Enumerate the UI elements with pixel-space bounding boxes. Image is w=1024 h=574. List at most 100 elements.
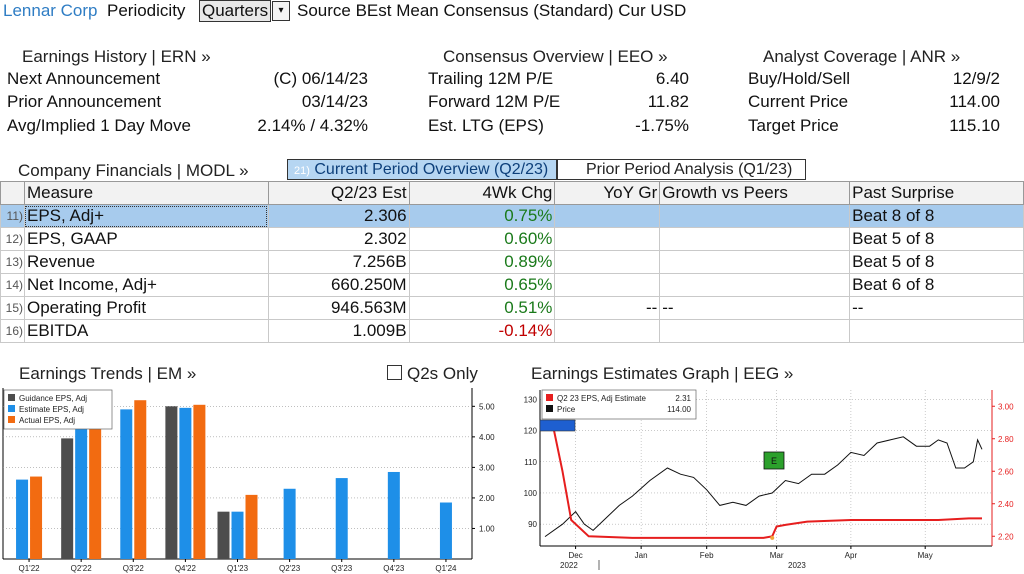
source-info: Source BEst Mean Consensus (Standard) Cu… <box>297 1 687 20</box>
right-tick-labels: 2.20 2.40 2.60 2.80 3.00 <box>992 402 1014 541</box>
table-row[interactable]: 14) Net Income, Adj+ 660.250M 0.65% Beat… <box>0 273 1024 297</box>
yoy-cell <box>554 204 661 228</box>
x-tick-label: Q3'22 <box>123 564 145 573</box>
earnings-estimates-graph-link[interactable]: Earnings Estimates Graph | EEG » <box>531 364 794 383</box>
bar-series <box>16 400 452 559</box>
left-tick-label: 110 <box>524 458 537 467</box>
x-tick-label: Q1'24 <box>435 564 457 573</box>
table-row[interactable]: 15) Operating Profit 946.563M 0.51% -- -… <box>0 296 1024 320</box>
price-line <box>544 436 983 538</box>
company-financials-link[interactable]: Company Financials | MODL » <box>18 161 249 180</box>
left-tick-label: 90 <box>528 520 537 529</box>
target-price-label: Target Price <box>748 116 839 135</box>
company-name-link[interactable]: Lennar Corp <box>3 1 98 20</box>
legend-label: Estimate EPS, Adj <box>19 405 84 414</box>
table-row[interactable]: 12) EPS, GAAP 2.302 0.60% Beat 5 of 8 <box>0 227 1024 251</box>
bar-guidance-eps-adj <box>165 406 178 559</box>
trailing-pe-label: Trailing 12M P/E <box>428 69 554 88</box>
yoy-cell <box>554 273 661 297</box>
implied-move-value: 2.14% / 4.32% <box>257 116 368 135</box>
row-number: 12) <box>0 227 25 251</box>
x-tick-label: Dec <box>568 551 582 560</box>
next-announcement-label: Next Announcement <box>7 69 161 88</box>
legend-swatch-estimate <box>8 405 15 412</box>
peers-cell <box>659 273 851 297</box>
change-cell: 0.65% <box>408 273 556 297</box>
buy-hold-sell-value: 12/9/2 <box>952 69 1000 88</box>
chart-legend: Guidance EPS, Adj Estimate EPS, Adj Actu… <box>3 389 113 430</box>
announcement-marker-icon[interactable] <box>539 419 576 432</box>
column-header[interactable]: Measure <box>23 181 269 205</box>
tab-current-label: Current Period Overview (Q2/23) <box>314 161 549 178</box>
table-row[interactable]: 16) EBITDA 1.009B -0.14% <box>0 319 1024 343</box>
column-header[interactable]: YoY Gr <box>554 181 661 205</box>
legend-swatch-estimate <box>546 394 553 401</box>
column-header[interactable]: Q2/23 Est <box>267 181 410 205</box>
surprise-cell <box>849 319 1024 343</box>
surprise-cell: Beat 6 of 8 <box>849 273 1024 297</box>
estimate-line <box>545 428 982 539</box>
measure-cell[interactable]: EPS, GAAP <box>23 227 269 251</box>
earnings-trends-chart: 1.00 2.00 3.00 4.00 5.00 Q1'22 Q2'22 Q3'22 Q4'2… <box>0 384 508 574</box>
y-tick-label: 1.00 <box>479 524 495 533</box>
bar-estimate-eps-adj <box>439 502 452 559</box>
bar-actual-eps-adj <box>30 476 43 559</box>
legend-swatch-price <box>546 405 553 412</box>
tab-prior-period[interactable]: Prior Period Analysis (Q1/23) <box>557 159 806 180</box>
prior-announcement-label: Prior Announcement <box>7 92 162 111</box>
dropdown-arrow-icon[interactable]: ▾ <box>272 1 290 21</box>
consensus-overview-link[interactable]: Consensus Overview | EEO » <box>443 47 668 66</box>
q2s-only-checkbox[interactable] <box>387 365 402 380</box>
column-header[interactable]: Growth vs Peers <box>659 181 851 205</box>
table-row[interactable]: 11) EPS, Adj+ 2.306 0.75% Beat 8 of 8 <box>0 204 1024 228</box>
bar-actual-eps-adj <box>245 494 258 559</box>
measure-cell[interactable]: Net Income, Adj+ <box>23 273 269 297</box>
surprise-cell: Beat 8 of 8 <box>849 204 1024 228</box>
bar-estimate-eps-adj <box>387 471 400 559</box>
bar-estimate-eps-adj <box>16 479 29 559</box>
measure-cell[interactable]: EPS, Adj+ <box>23 204 269 228</box>
measure-cell[interactable]: Operating Profit <box>23 296 269 320</box>
right-tick-label: 2.40 <box>998 500 1014 509</box>
chart-legend: Q2 23 EPS, Adj Estimate 2.31 Price 114.0… <box>541 389 697 420</box>
measure-cell[interactable]: EBITDA <box>23 319 269 343</box>
event-marker-group: E <box>539 419 785 470</box>
x-tick-label: Q3'23 <box>331 564 353 573</box>
change-cell: 0.75% <box>408 204 556 228</box>
left-tick-label: 120 <box>524 427 538 436</box>
bar-estimate-eps-adj <box>75 427 88 559</box>
earnings-marker-icon[interactable] <box>763 451 785 470</box>
yoy-cell <box>554 227 661 251</box>
ltg-label: Est. LTG (EPS) <box>428 116 544 135</box>
legend-box <box>3 389 113 430</box>
left-tick-label: 130 <box>524 395 538 404</box>
x-tick-labels: Dec Jan Feb Mar Apr May <box>568 546 933 560</box>
change-cell: 0.89% <box>408 250 556 274</box>
row-number: 13) <box>0 250 25 274</box>
measure-cell[interactable]: Revenue <box>23 250 269 274</box>
bar-actual-eps-adj <box>193 404 206 559</box>
analyst-coverage-link[interactable]: Analyst Coverage | ANR » <box>763 47 961 66</box>
revision-marker <box>770 535 775 540</box>
legend-label: Guidance EPS, Adj <box>19 394 87 403</box>
bar-estimate-eps-adj <box>335 478 348 559</box>
bar-actual-eps-adj <box>134 400 147 559</box>
bar-estimate-eps-adj <box>179 407 192 559</box>
earnings-history-link[interactable]: Earnings History | ERN » <box>22 47 211 66</box>
legend-swatch-guidance <box>8 394 15 401</box>
estimate-cell: 660.250M <box>267 273 410 297</box>
earnings-trends-link[interactable]: Earnings Trends | EM » <box>19 364 197 383</box>
bar-estimate-eps-adj <box>120 409 133 559</box>
bar-guidance-eps-adj <box>217 511 230 559</box>
change-cell: 0.51% <box>408 296 556 320</box>
column-header[interactable]: Past Surprise <box>849 181 1024 205</box>
column-header[interactable]: 4Wk Chg <box>408 181 556 205</box>
target-price-value: 115.10 <box>949 116 1000 135</box>
x-tick-label: Q1'22 <box>19 564 41 573</box>
periodicity-select[interactable]: Quarters <box>199 0 271 22</box>
table-row[interactable]: 13) Revenue 7.256B 0.89% Beat 5 of 8 <box>0 250 1024 274</box>
tab-current-period[interactable]: 21) Current Period Overview (Q2/23) <box>287 159 557 180</box>
x-year-label: 2023 <box>788 561 806 570</box>
right-tick-label: 2.60 <box>998 467 1014 476</box>
row-number: 14) <box>0 273 25 297</box>
